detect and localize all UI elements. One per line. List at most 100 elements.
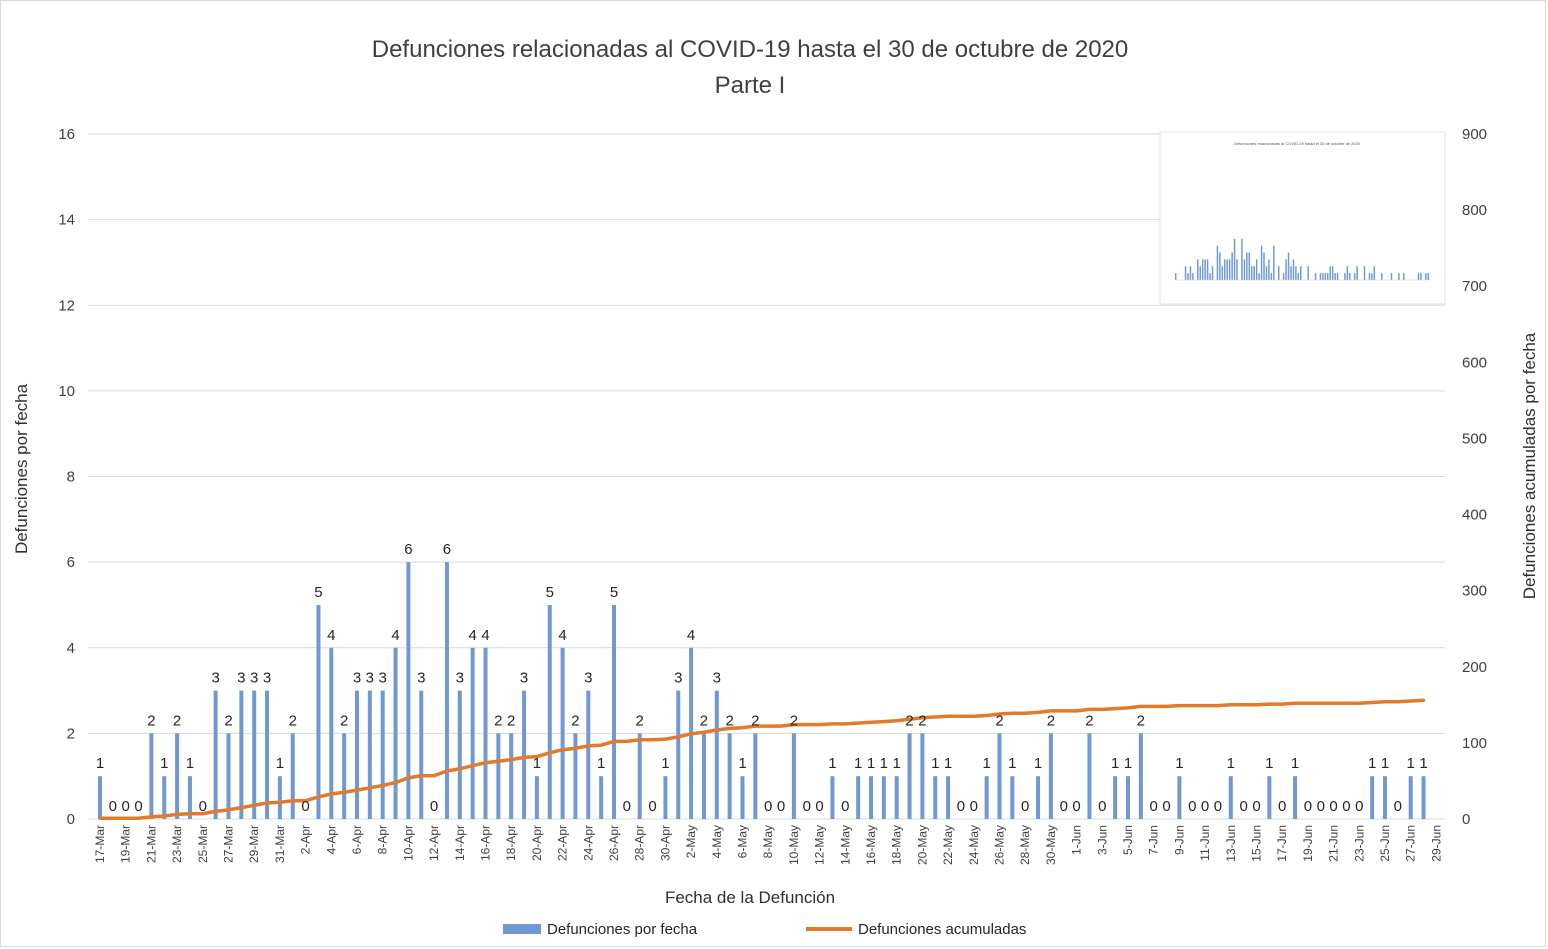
legend-line-label: Defunciones acumuladas xyxy=(858,921,1026,938)
inset-bar xyxy=(1236,259,1238,280)
bar xyxy=(470,647,475,819)
x-tick-label: 30-May xyxy=(1044,825,1058,865)
y2-tick-label: 300 xyxy=(1462,583,1487,600)
y-tick-label: 10 xyxy=(58,383,75,400)
inset-bar xyxy=(1263,252,1265,280)
inset-bar xyxy=(1373,266,1376,280)
x-tick-label: 10-May xyxy=(787,825,801,865)
x-tick-label: 10-Apr xyxy=(401,825,415,861)
inset-bar xyxy=(1287,252,1290,280)
inset-bar xyxy=(1346,266,1349,280)
x-tick-label: 27-Jun xyxy=(1404,825,1418,862)
x-tick-label: 19-Mar xyxy=(119,825,133,863)
bar xyxy=(701,733,706,819)
inset-bar xyxy=(1265,266,1268,280)
inset-bar xyxy=(1251,266,1253,280)
data-label: 0 xyxy=(970,798,978,815)
bar xyxy=(380,690,385,819)
x-tick-label: 25-Jun xyxy=(1378,825,1392,862)
data-label: 3 xyxy=(674,670,682,687)
bar xyxy=(1177,776,1182,819)
y-tick-label: 8 xyxy=(67,469,75,486)
inset-bar xyxy=(1184,266,1187,280)
bar xyxy=(290,733,295,819)
inset-bar xyxy=(1273,245,1275,280)
bar xyxy=(856,776,861,819)
bar xyxy=(1228,776,1233,819)
data-label: 0 xyxy=(109,798,117,815)
inset-bar xyxy=(1268,259,1270,280)
data-label: 0 xyxy=(301,798,309,815)
inset-bar xyxy=(1417,273,1420,280)
inset-bar xyxy=(1221,266,1224,280)
data-label: 1 xyxy=(931,755,939,772)
data-label: 2 xyxy=(1137,712,1145,729)
data-label: 1 xyxy=(96,755,104,772)
inset-bar xyxy=(1356,266,1358,280)
inset-bar xyxy=(1344,273,1346,280)
bar xyxy=(547,604,552,819)
data-label: 1 xyxy=(828,755,836,772)
inset-bar xyxy=(1192,273,1194,280)
bar xyxy=(727,733,732,819)
x-tick-label: 4-Apr xyxy=(324,825,338,854)
inset-bar xyxy=(1233,238,1236,280)
bar xyxy=(1126,776,1130,819)
bar xyxy=(329,647,334,819)
inset-bars xyxy=(1175,238,1430,281)
data-label: 0 xyxy=(1304,798,1312,815)
x-tick-label: 9-Jun xyxy=(1172,825,1186,855)
inset-bar xyxy=(1349,273,1351,280)
data-label: 0 xyxy=(122,798,130,815)
data-label: 1 xyxy=(661,755,669,772)
inset-bar xyxy=(1243,259,1246,280)
y2-tick-label: 0 xyxy=(1462,811,1470,828)
bar xyxy=(1048,733,1053,819)
inset-bar xyxy=(1398,273,1400,280)
inset-bar xyxy=(1307,266,1309,280)
data-label: 3 xyxy=(237,670,245,687)
x-tick-label: 24-May xyxy=(967,825,981,865)
x-tick-label: 7-Jun xyxy=(1147,825,1161,855)
data-label: 1 xyxy=(186,755,194,772)
data-label: 1 xyxy=(1265,755,1273,772)
bar xyxy=(239,690,244,819)
bar xyxy=(997,733,1002,819)
data-label: 4 xyxy=(481,627,489,644)
x-tick-label: 21-Jun xyxy=(1327,825,1341,862)
inset-bar xyxy=(1368,273,1371,280)
data-label: 1 xyxy=(867,755,875,772)
data-label: 1 xyxy=(893,755,901,772)
x-tick-label: 23-Jun xyxy=(1352,825,1366,862)
x-tick-label: 22-May xyxy=(941,825,955,865)
bar xyxy=(1036,776,1041,819)
inset-bar xyxy=(1324,273,1327,280)
x-tick-label: 26-Apr xyxy=(607,825,621,861)
x-tick-label: 11-Jun xyxy=(1198,825,1212,861)
bar xyxy=(984,776,989,819)
bar xyxy=(894,776,899,819)
y-tick-label: 14 xyxy=(58,212,75,229)
bar xyxy=(252,690,257,819)
x-tick-label: 25-Mar xyxy=(196,825,210,863)
y2-tick-label: 900 xyxy=(1462,126,1487,143)
y-axis-right-title: Defunciones acumuladas por fecha xyxy=(1520,332,1539,599)
inset-bar xyxy=(1253,266,1255,280)
bar xyxy=(946,776,951,819)
y-tick-label: 16 xyxy=(58,126,75,143)
bar xyxy=(1138,733,1143,819)
x-tick-label: 8-May xyxy=(761,825,775,858)
bar xyxy=(663,776,668,819)
data-label: 2 xyxy=(905,712,913,729)
inset-bar xyxy=(1319,273,1322,280)
bar xyxy=(1383,776,1387,819)
data-label: 0 xyxy=(1278,798,1286,815)
data-label: 1 xyxy=(1034,755,1042,772)
x-tick-label: 18-May xyxy=(890,825,904,865)
x-tick-label: 20-Apr xyxy=(530,825,544,861)
data-label: 0 xyxy=(623,798,631,815)
bar xyxy=(1370,776,1375,819)
bar xyxy=(419,690,424,819)
data-label: 4 xyxy=(391,627,399,644)
y2-tick-label: 400 xyxy=(1462,507,1487,524)
